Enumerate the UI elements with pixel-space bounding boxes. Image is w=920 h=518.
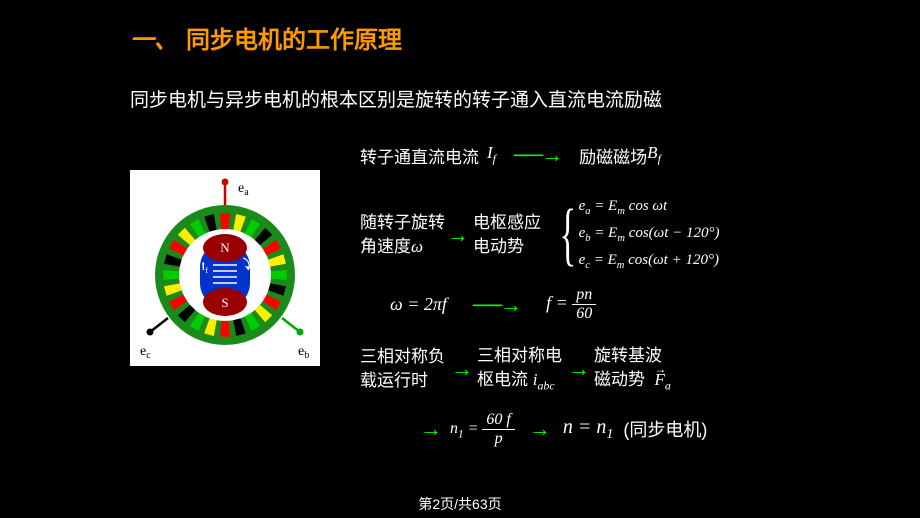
col-mmf: 旋转基波 磁动势 Fa [594, 344, 671, 394]
eq-n1: n1 = 60 fp [450, 412, 515, 447]
eq-ec: ec = Em cos(ωt + 120°) [579, 252, 720, 271]
eb-label: eb [298, 344, 309, 361]
col-rotation-left: 随转子旋转 角速度ω [360, 211, 445, 259]
row-omega-f: ω = 2πf ──→ f = pn60 [390, 287, 900, 322]
arrow-icon: → [529, 416, 549, 442]
subtitle: 同步电机与异步电机的根本区别是旋转的转子通入直流电流励磁 [130, 85, 662, 112]
col-load: 三相对称负 载运行时 [360, 345, 445, 393]
eq-f: f = pn60 [546, 287, 596, 322]
south-label: S [221, 295, 228, 310]
motor-diagram: N S If n ea eb ec [130, 170, 320, 366]
arrow-icon: → [420, 416, 440, 442]
sync-note: (同步电机) [623, 416, 707, 442]
arrow-icon: ──→ [473, 292, 520, 318]
ea-label: ea [238, 181, 249, 198]
motor-svg: N S If n ea eb ec [130, 170, 320, 366]
north-label: N [220, 240, 230, 255]
ec-label: ec [140, 344, 151, 361]
eq-sync: n = n1 [563, 416, 614, 443]
arrow-icon: ──→ [514, 142, 561, 168]
col-emf: 电枢感应 电动势 [473, 211, 541, 259]
section-title: 一、 同步电机的工作原理 [130, 20, 402, 55]
arrow-icon: → [568, 356, 588, 382]
text-rotor-current: 转子通直流电流 [360, 143, 479, 168]
title-marker: 一、 [130, 20, 178, 55]
title-text: 同步电机的工作原理 [186, 20, 402, 55]
arrow-icon: → [447, 222, 467, 248]
var-if: If [487, 143, 496, 166]
emf-equations: { ea = Em cos ωt eb = Em cos(ωt − 120°) … [551, 198, 720, 271]
row-sync-speed: → n1 = 60 fp → n = n1 (同步电机) [420, 412, 900, 447]
content-area: 转子通直流电流 If ──→ 励磁磁场 Bf 随转子旋转 角速度ω → 电枢感应… [360, 140, 900, 447]
eq-eb: eb = Em cos(ωt − 120°) [579, 225, 720, 244]
n-label: n [252, 257, 258, 269]
var-bf: Bf [647, 143, 661, 166]
page-number: 第2页/共63页 [0, 494, 920, 514]
row-three-phase: 三相对称负 载运行时 → 三相对称电 枢电流 iabc → 旋转基波 磁动势 F… [360, 344, 900, 394]
eq-omega: ω = 2πf [390, 294, 447, 315]
col-armature-current: 三相对称电 枢电流 iabc [477, 344, 562, 394]
row-rotor-current: 转子通直流电流 If ──→ 励磁磁场 Bf [360, 140, 900, 170]
text-field: 励磁磁场 [579, 143, 647, 168]
eq-ea: ea = Em cos ωt [579, 198, 720, 217]
left-brace-icon: { [559, 207, 576, 263]
arrow-icon: → [451, 356, 471, 382]
row-rotation: 随转子旋转 角速度ω → 电枢感应 电动势 { ea = Em cos ωt e… [360, 198, 900, 271]
